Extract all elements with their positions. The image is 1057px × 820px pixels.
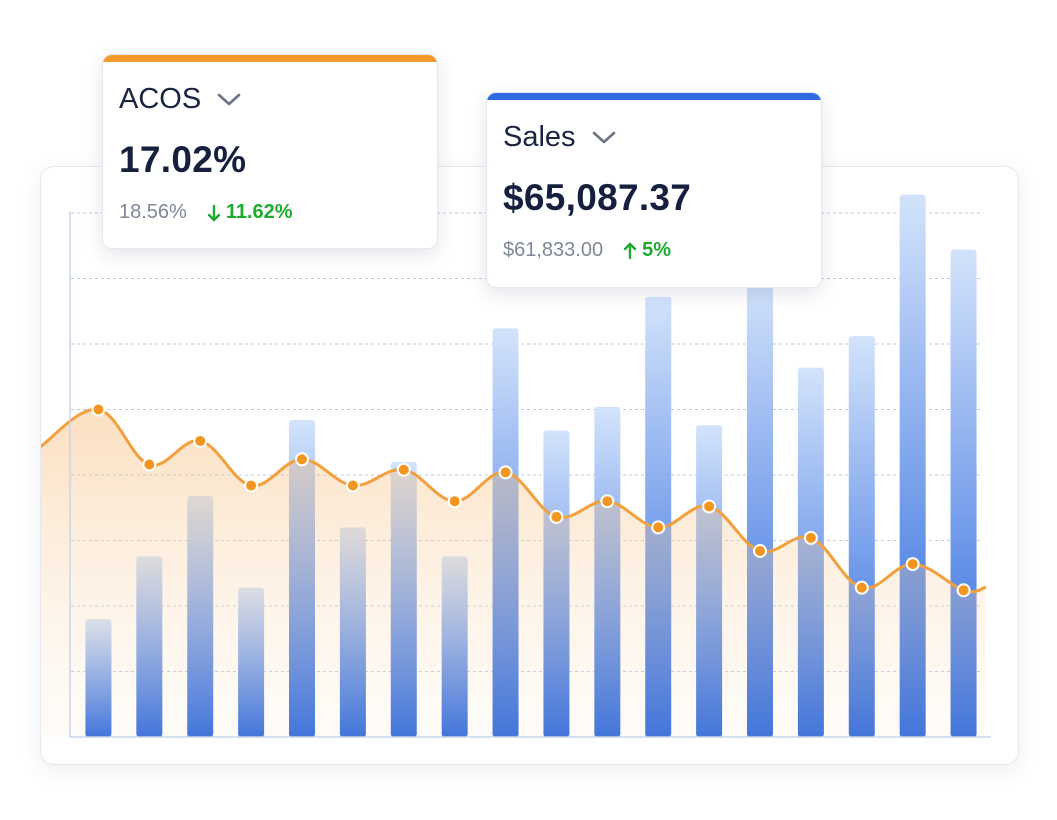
- line-point: [651, 520, 666, 535]
- line-point: [345, 478, 360, 493]
- line-point: [753, 543, 767, 558]
- acos-card-accent: [103, 55, 437, 62]
- line-point: [142, 457, 157, 472]
- area-fill: [41, 409, 985, 737]
- sales-card-accent: [487, 93, 821, 100]
- chevron-down-icon[interactable]: [592, 131, 616, 145]
- acos-value: 17.02%: [119, 139, 247, 180]
- acos-delta-value: 11.62%: [225, 201, 293, 223]
- sales-metric-selector[interactable]: Sales: [503, 121, 616, 154]
- line-point: [549, 509, 564, 524]
- sales-comparison: $61,833.00 5%: [503, 239, 671, 262]
- line-point: [600, 494, 615, 509]
- acos-previous-value: 18.56%: [119, 201, 187, 223]
- acos-label: ACOS: [119, 83, 202, 115]
- acos-card[interactable]: ACOS 17.02% 18.56% 11.62%: [102, 54, 438, 249]
- axes: [69, 211, 991, 738]
- line-point: [702, 499, 717, 514]
- acos-delta: 11.62%: [207, 201, 293, 224]
- acos-comparison: 18.56% 11.62%: [119, 201, 293, 224]
- line-points: [91, 402, 971, 598]
- chevron-down-icon[interactable]: [217, 93, 241, 107]
- line-point: [193, 433, 208, 448]
- line-point: [956, 583, 971, 598]
- line-point: [803, 530, 818, 545]
- line-point: [498, 465, 513, 480]
- line-point: [295, 452, 309, 467]
- arrow-up-icon: [623, 242, 637, 260]
- sales-previous-value: $61,833.00: [503, 239, 604, 261]
- line-point: [396, 462, 411, 477]
- acos-metric-selector[interactable]: ACOS: [119, 83, 241, 116]
- sales-card[interactable]: Sales $65,087.37 $61,833.00 5%: [486, 92, 822, 288]
- line-point: [91, 402, 106, 417]
- line-point: [905, 557, 920, 572]
- line-point: [854, 580, 869, 595]
- line-point: [244, 478, 259, 493]
- line-point: [447, 494, 462, 509]
- sales-delta: 5%: [623, 239, 671, 262]
- combo-chart: [41, 194, 991, 738]
- sales-value: $65,087.37: [503, 177, 692, 218]
- sales-delta-value: 5%: [642, 239, 672, 261]
- arrow-down-icon: [207, 204, 221, 222]
- sales-label: Sales: [503, 121, 576, 153]
